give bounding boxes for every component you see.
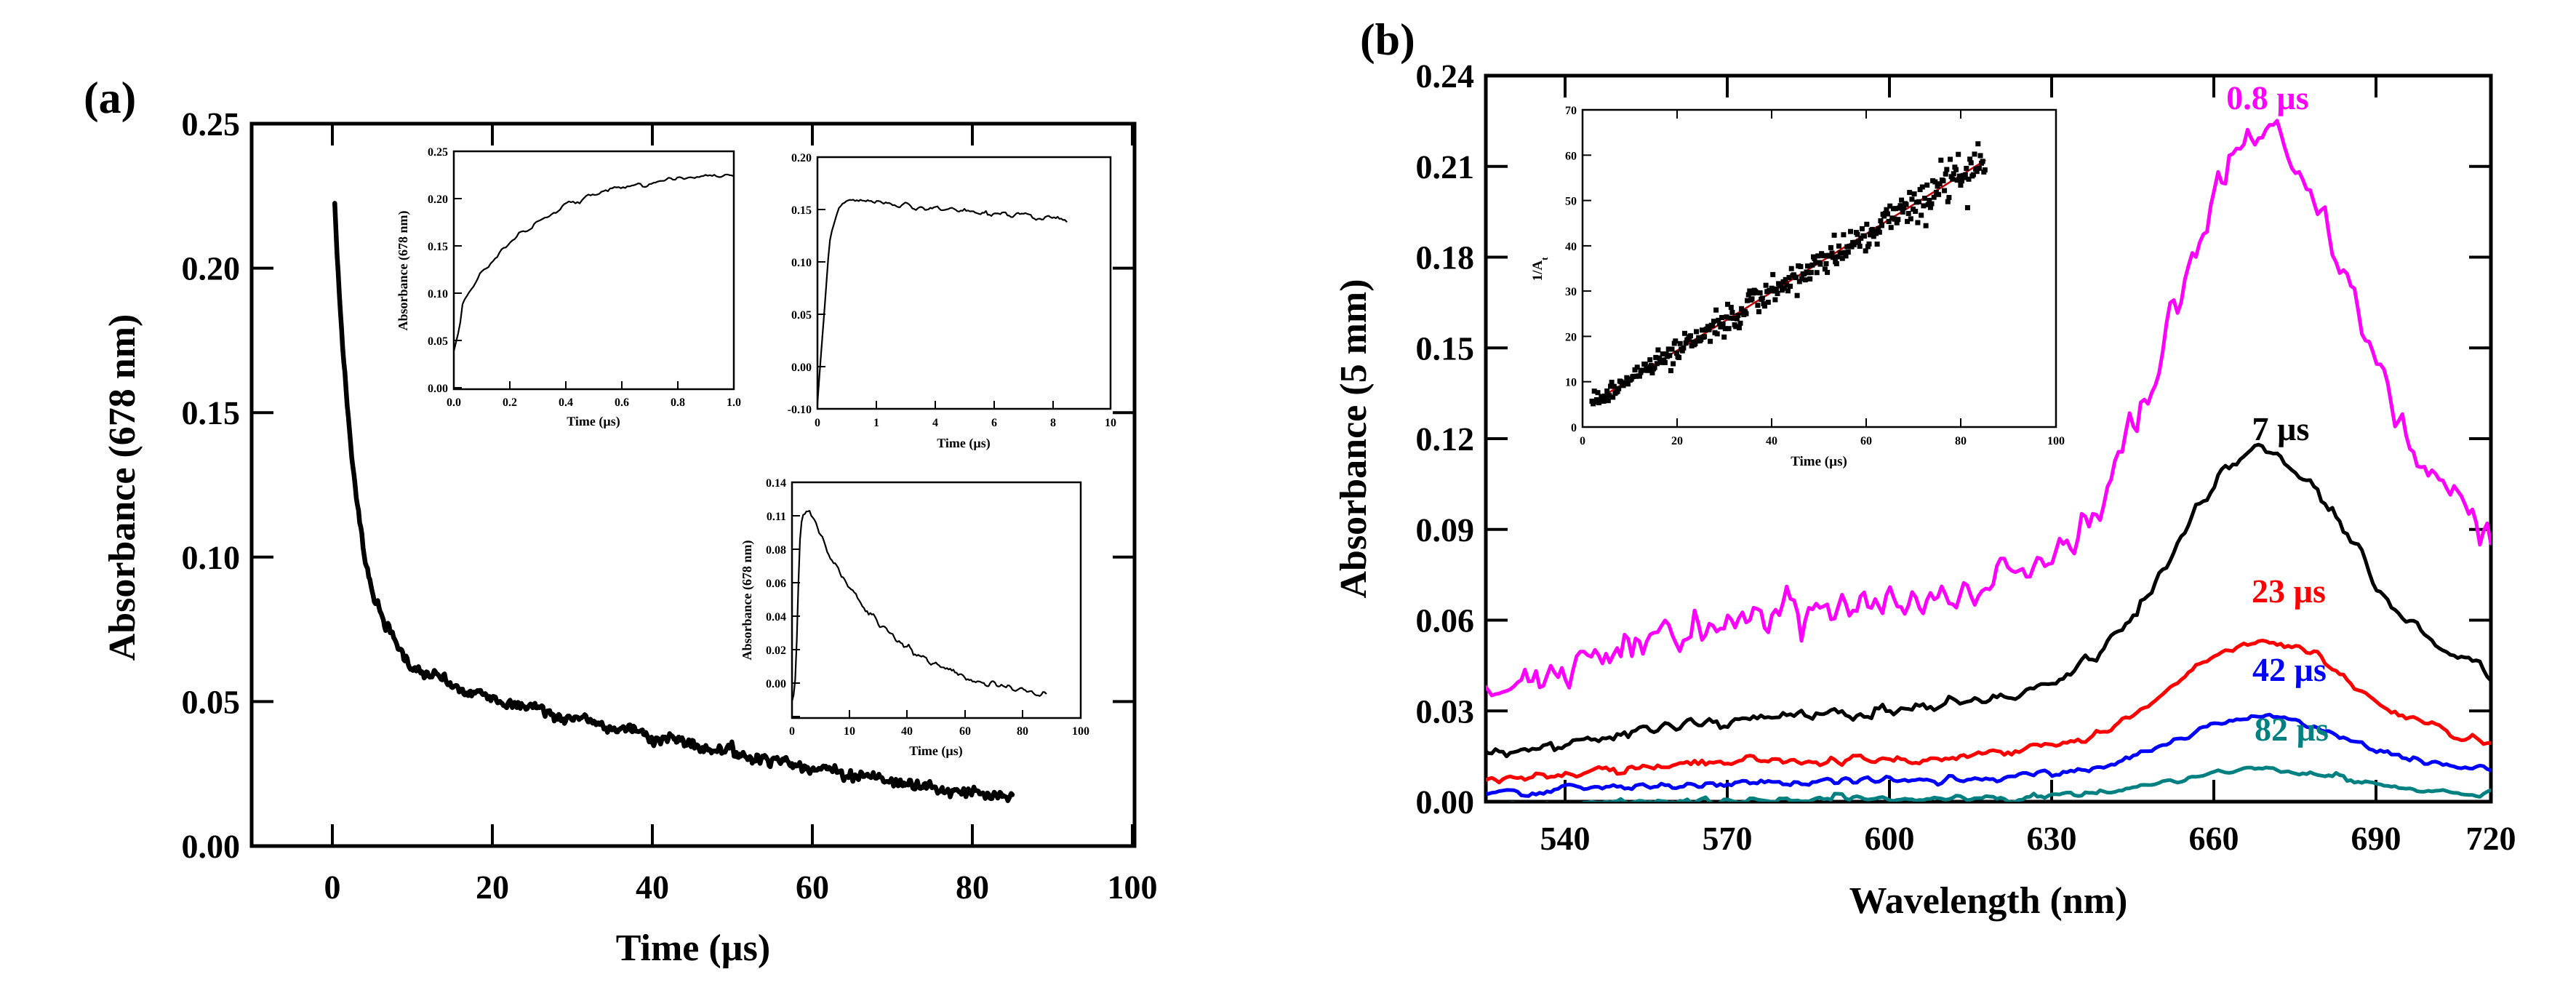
svg-text:Time (µs): Time (µs) [1791, 454, 1847, 469]
svg-text:60: 60 [1860, 435, 1872, 447]
svg-text:Time (µs): Time (µs) [909, 743, 963, 758]
svg-text:30: 30 [1565, 286, 1577, 298]
svg-text:40: 40 [901, 725, 913, 738]
svg-text:0.02: 0.02 [766, 645, 786, 657]
svg-text:42 µs: 42 µs [2252, 651, 2327, 688]
svg-text:0.00: 0.00 [428, 383, 448, 395]
svg-text:40: 40 [1565, 241, 1577, 253]
svg-text:Wavelength (nm): Wavelength (nm) [1849, 880, 2128, 922]
svg-text:0.12: 0.12 [1416, 420, 1475, 458]
svg-text:0: 0 [1580, 435, 1585, 447]
svg-text:0.20: 0.20 [182, 250, 241, 287]
svg-text:60: 60 [1565, 150, 1577, 162]
svg-text:Absorbance (678 nm): Absorbance (678 nm) [740, 540, 754, 660]
svg-text:0.04: 0.04 [766, 611, 786, 623]
svg-text:630: 630 [2027, 820, 2077, 857]
svg-text:100: 100 [2047, 435, 2065, 447]
svg-text:82 µs: 82 µs [2255, 711, 2329, 748]
svg-text:720: 720 [2466, 820, 2516, 857]
svg-text:0.14: 0.14 [766, 477, 786, 490]
svg-text:23 µs: 23 µs [2252, 573, 2326, 610]
svg-text:20: 20 [476, 869, 509, 906]
svg-text:(a): (a) [84, 73, 136, 123]
svg-text:60: 60 [796, 869, 829, 906]
svg-text:7 µs: 7 µs [2252, 410, 2310, 447]
svg-text:100: 100 [1108, 869, 1158, 906]
svg-text:0.2: 0.2 [503, 396, 517, 409]
svg-text:0.0: 0.0 [447, 396, 461, 409]
svg-text:0.24: 0.24 [1416, 57, 1475, 95]
svg-text:0.10: 0.10 [428, 288, 448, 300]
svg-text:660: 660 [2189, 820, 2239, 857]
svg-text:20: 20 [1565, 331, 1577, 343]
svg-text:60: 60 [959, 725, 971, 738]
svg-text:(b): (b) [1360, 15, 1415, 65]
svg-text:0: 0 [1571, 422, 1577, 434]
svg-text:0.06: 0.06 [1416, 602, 1475, 639]
svg-text:1.0: 1.0 [727, 396, 741, 409]
svg-text:80: 80 [1955, 435, 1967, 447]
svg-text:0.10: 0.10 [182, 539, 241, 576]
svg-text:Time (µs): Time (µs) [567, 414, 620, 428]
svg-text:0.05: 0.05 [182, 683, 241, 720]
svg-text:0.15: 0.15 [791, 204, 812, 217]
svg-text:0.25: 0.25 [182, 105, 241, 143]
svg-text:10: 10 [844, 725, 855, 738]
svg-text:600: 600 [1865, 820, 1915, 857]
svg-text:0.09: 0.09 [1416, 511, 1475, 549]
svg-text:0.00: 0.00 [182, 828, 241, 865]
svg-text:0.8: 0.8 [671, 396, 685, 409]
svg-text:Absorbance (678 nm): Absorbance (678 nm) [102, 314, 143, 661]
svg-text:100: 100 [1072, 725, 1089, 738]
svg-text:Time (µs): Time (µs) [616, 928, 770, 969]
svg-text:0.05: 0.05 [428, 335, 448, 348]
svg-text:690: 690 [2351, 820, 2401, 857]
svg-text:6: 6 [991, 417, 997, 429]
svg-text:0.03: 0.03 [1416, 693, 1475, 730]
svg-text:Absorbance (5 mm): Absorbance (5 mm) [1333, 279, 1375, 598]
svg-text:0.00: 0.00 [791, 362, 812, 374]
svg-text:0.15: 0.15 [1416, 330, 1475, 367]
svg-text:0.20: 0.20 [428, 194, 448, 206]
svg-text:0: 0 [324, 869, 341, 906]
svg-text:0.08: 0.08 [766, 544, 786, 557]
svg-text:0: 0 [789, 725, 795, 738]
svg-text:540: 540 [1540, 820, 1591, 857]
svg-text:8: 8 [1050, 417, 1056, 429]
svg-text:0.6: 0.6 [615, 396, 629, 409]
svg-text:4: 4 [932, 417, 938, 429]
svg-text:-0.10: -0.10 [788, 404, 812, 416]
svg-text:Time (µs): Time (µs) [937, 436, 991, 450]
svg-text:80: 80 [1017, 725, 1028, 738]
svg-text:0.8 µs: 0.8 µs [2226, 79, 2308, 116]
svg-text:0.05: 0.05 [791, 309, 812, 322]
svg-text:0.15: 0.15 [182, 394, 241, 431]
svg-text:1: 1 [873, 417, 879, 429]
svg-text:20: 20 [1671, 435, 1683, 447]
svg-text:0: 0 [815, 417, 820, 429]
svg-text:80: 80 [956, 869, 989, 906]
svg-text:0.10: 0.10 [791, 257, 812, 269]
svg-text:10: 10 [1565, 377, 1577, 389]
svg-text:0.20: 0.20 [791, 152, 812, 164]
svg-text:0.06: 0.06 [766, 578, 786, 590]
svg-text:0.25: 0.25 [428, 146, 448, 159]
svg-text:10: 10 [1105, 417, 1116, 429]
svg-text:0.15: 0.15 [428, 241, 448, 253]
svg-text:0.00: 0.00 [1416, 783, 1475, 821]
svg-text:0.11: 0.11 [767, 511, 786, 523]
svg-text:0.4: 0.4 [559, 396, 573, 409]
svg-text:50: 50 [1565, 196, 1577, 208]
svg-text:70: 70 [1565, 105, 1577, 117]
svg-text:Absorbance (678 nm): Absorbance (678 nm) [396, 210, 410, 330]
svg-text:40: 40 [1766, 435, 1777, 447]
svg-text:0.21: 0.21 [1416, 148, 1475, 186]
svg-text:0.18: 0.18 [1416, 239, 1475, 276]
svg-text:40: 40 [636, 869, 669, 906]
svg-text:0.00: 0.00 [766, 678, 786, 690]
svg-text:570: 570 [1703, 820, 1753, 857]
